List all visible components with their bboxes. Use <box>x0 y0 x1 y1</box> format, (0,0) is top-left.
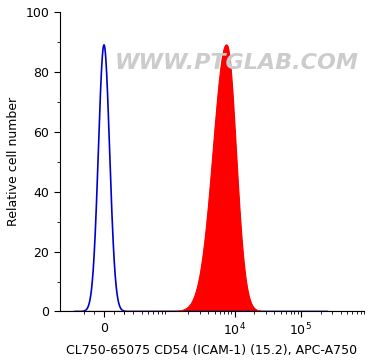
Text: WWW.PTGLAB.COM: WWW.PTGLAB.COM <box>114 53 358 73</box>
X-axis label: CL750-65075 CD54 (ICAM-1) (15.2), APC-A750: CL750-65075 CD54 (ICAM-1) (15.2), APC-A7… <box>67 344 357 357</box>
Y-axis label: Relative cell number: Relative cell number <box>7 97 20 226</box>
